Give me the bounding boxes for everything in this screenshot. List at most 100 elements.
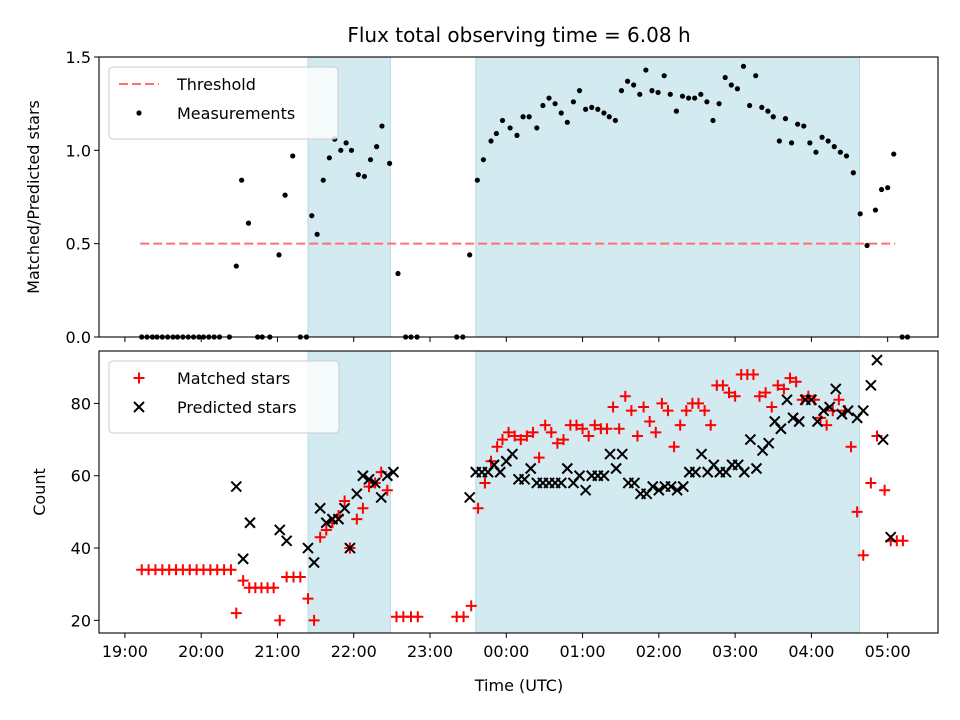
x-tick-label: 03:00: [712, 642, 758, 661]
data-point: [830, 383, 842, 395]
data-point: [795, 121, 801, 127]
data-point: [705, 419, 717, 431]
data-point: [375, 491, 387, 504]
data-point: [551, 437, 563, 449]
data-point: [274, 614, 286, 626]
data-point: [833, 394, 845, 406]
data-point: [885, 531, 897, 543]
data-point: [381, 470, 394, 482]
legend-box: [108, 66, 339, 140]
data-point: [348, 147, 355, 153]
data-point: [710, 117, 716, 124]
data-point: [573, 470, 586, 482]
data-point: [507, 125, 513, 131]
data-point: [778, 383, 790, 395]
observing-window-shade: [475, 57, 860, 337]
legend-label: Threshold: [176, 75, 256, 94]
data-point: [338, 502, 351, 514]
series-measurements: [139, 63, 911, 340]
data-point: [807, 140, 813, 146]
x-tick-label: 19:00: [102, 642, 148, 661]
data-point: [613, 423, 625, 435]
data-point: [521, 430, 533, 442]
data-point: [770, 114, 776, 120]
data-point: [759, 104, 765, 110]
data-point: [879, 484, 891, 496]
data-point: [225, 564, 237, 576]
data-point: [760, 387, 772, 399]
data-point: [343, 140, 349, 146]
data-point: [302, 593, 314, 605]
data-point: [836, 408, 848, 420]
data-point: [496, 434, 508, 446]
data-point: [545, 426, 557, 438]
data-point: [309, 213, 315, 219]
data-point: [474, 177, 480, 183]
data-point: [864, 242, 870, 249]
data-point: [857, 549, 869, 561]
data-point: [479, 477, 491, 489]
data-point: [805, 394, 818, 406]
data-point: [379, 123, 385, 129]
data-point: [722, 74, 728, 81]
data-point: [656, 397, 668, 409]
data-point: [458, 611, 470, 623]
data-point: [601, 110, 607, 116]
data-point: [766, 401, 778, 413]
series-predicted-stars: [230, 354, 897, 569]
data-point: [595, 106, 601, 112]
data-point: [518, 473, 531, 486]
axes-frame: [98, 56, 939, 338]
data-point: [302, 542, 314, 554]
data-point: [465, 600, 477, 612]
y-tick-label: 1.5: [66, 48, 91, 67]
x-tick-label: 21:00: [254, 642, 300, 661]
data-point: [367, 157, 374, 163]
data-point: [680, 405, 692, 417]
x-tick-label: 22:00: [331, 642, 377, 661]
data-point: [616, 448, 628, 460]
data-point: [598, 470, 610, 482]
data-point: [506, 448, 519, 460]
data-point: [576, 88, 583, 94]
data-point: [326, 155, 332, 161]
data-point: [885, 185, 891, 191]
legend-label: Measurements: [177, 104, 295, 123]
y-tick-label: 80: [71, 394, 91, 413]
data-point: [625, 405, 637, 417]
data-point: [619, 390, 631, 402]
data-point: [668, 441, 680, 453]
data-point: [579, 484, 592, 496]
data-point: [570, 419, 582, 431]
data-point: [865, 477, 877, 489]
data-point: [351, 488, 363, 500]
observing-window-shade: [475, 351, 860, 633]
x-tick-label: 05:00: [865, 642, 911, 661]
data-point: [811, 415, 824, 428]
data-point: [788, 140, 795, 146]
legend: Matched stars Predicted stars: [108, 360, 340, 434]
data-point: [583, 430, 595, 442]
y-tick-label: 60: [71, 467, 91, 486]
data-point: [850, 170, 856, 176]
data-point: [695, 448, 708, 460]
data-point: [831, 144, 837, 150]
data-point: [290, 153, 296, 159]
data-point: [230, 607, 242, 619]
data-point: [274, 524, 286, 536]
x-tick-label: 02:00: [636, 642, 682, 661]
y-tick-label: 40: [71, 539, 91, 558]
data-point: [355, 172, 361, 178]
data-point: [716, 101, 722, 107]
data-point: [782, 116, 789, 122]
data-point: [673, 108, 679, 114]
data-point: [612, 117, 618, 124]
data-point: [314, 502, 326, 514]
data-point: [339, 495, 351, 507]
data-point: [665, 480, 677, 493]
data-point: [624, 78, 631, 84]
data-point: [601, 423, 613, 435]
data-point: [897, 535, 909, 547]
data-point: [589, 104, 595, 110]
x-tick-label: 23:00: [407, 642, 453, 661]
